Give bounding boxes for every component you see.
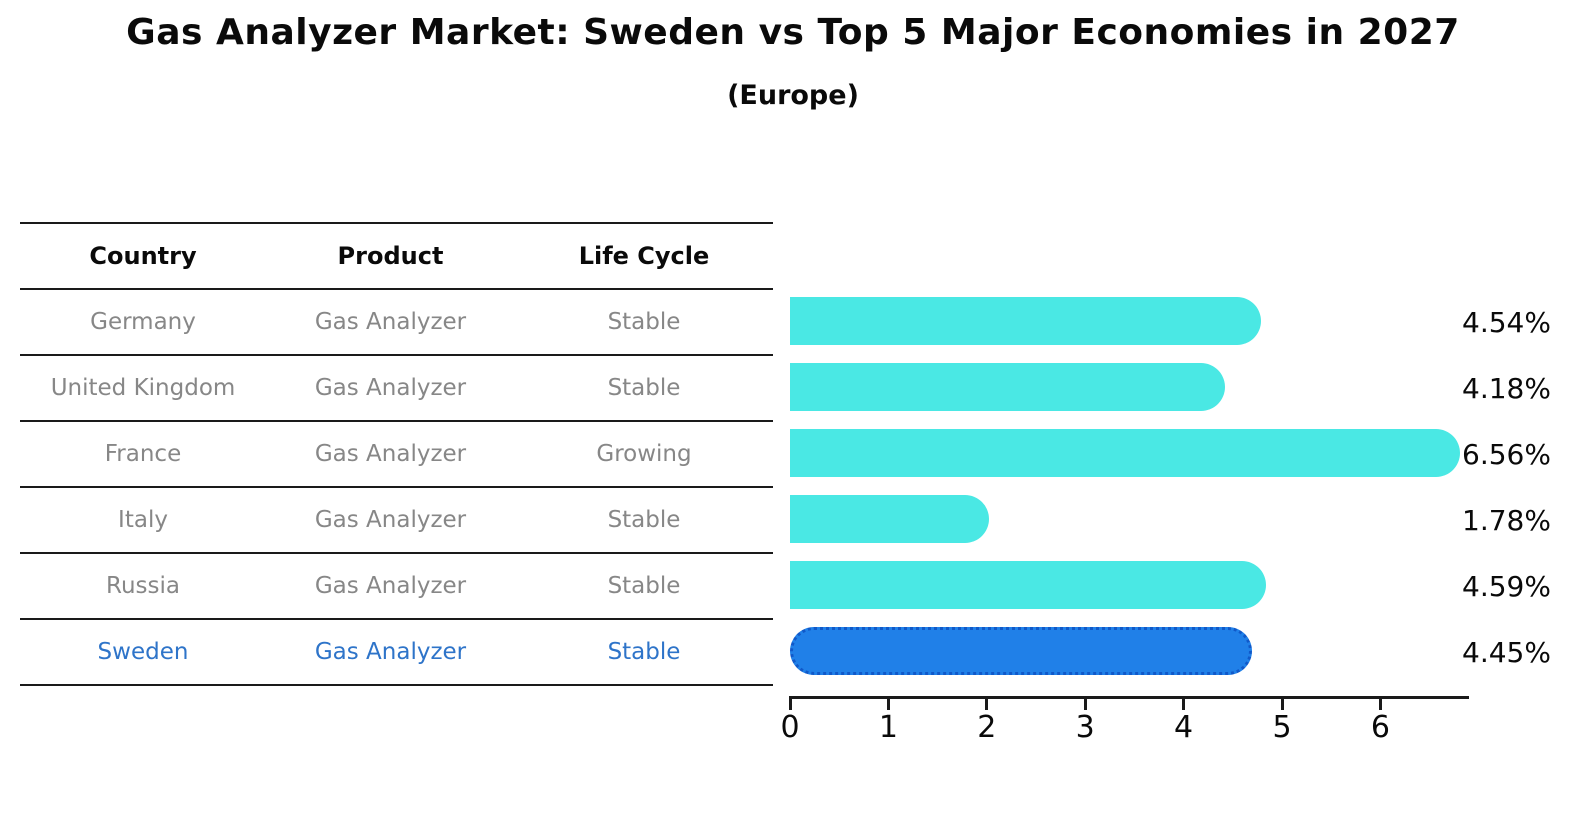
cell-country: Sweden (97, 639, 189, 665)
bar-russia (790, 561, 1266, 609)
column-header-country: Country (89, 242, 197, 270)
cell-product: Gas Analyzer (314, 507, 467, 533)
x-tick (1378, 699, 1382, 710)
column-header-product: Product (337, 242, 444, 270)
value-label-russia: 4.59% (1462, 570, 1551, 603)
cell-product: Gas Analyzer (314, 639, 467, 665)
cell-life-cycle: Stable (607, 309, 681, 335)
bar-sweden (790, 627, 1252, 675)
value-label-france: 6.56% (1462, 438, 1551, 471)
x-axis-line (789, 696, 1469, 699)
cell-country: France (104, 441, 182, 467)
cell-product: Gas Analyzer (314, 309, 467, 335)
x-tick-label: 6 (1370, 710, 1390, 745)
page-subtitle: (Europe) (727, 80, 859, 111)
cell-country: Germany (90, 309, 196, 335)
table-row-highlighted: Sweden Gas Analyzer Stable (20, 620, 773, 686)
x-tick-label: 4 (1174, 710, 1194, 745)
x-tick-label: 2 (977, 710, 997, 745)
x-tick-label: 0 (780, 710, 800, 745)
x-tick (1083, 699, 1087, 710)
value-label-sweden: 4.45% (1462, 636, 1551, 669)
bar-united-kingdom (790, 363, 1226, 411)
cell-product: Gas Analyzer (314, 375, 467, 401)
x-tick (788, 699, 792, 710)
x-tick-label: 3 (1075, 710, 1095, 745)
table-row: Italy Gas Analyzer Stable (20, 488, 773, 554)
table-header-row: Country Product Life Cycle (20, 224, 773, 290)
x-tick (985, 699, 989, 710)
table-row: France Gas Analyzer Growing (20, 422, 773, 488)
value-label-italy: 1.78% (1462, 504, 1551, 537)
country-table: Country Product Life Cycle Germany Gas A… (20, 222, 773, 686)
value-label-united-kingdom: 4.18% (1462, 372, 1551, 405)
x-tick-label: 1 (878, 710, 898, 745)
x-tick (1182, 699, 1186, 710)
x-tick (886, 699, 890, 710)
bar-france (790, 429, 1460, 477)
x-tick-label: 5 (1272, 710, 1292, 745)
cell-country: Italy (118, 507, 168, 533)
value-label-germany: 4.54% (1462, 306, 1551, 339)
cell-country: United Kingdom (50, 375, 236, 401)
page-title: Gas Analyzer Market: Sweden vs Top 5 Maj… (126, 12, 1460, 53)
table-row: Germany Gas Analyzer Stable (20, 290, 773, 356)
cell-life-cycle: Stable (607, 639, 681, 665)
cell-life-cycle: Growing (596, 441, 692, 467)
cell-life-cycle: Stable (607, 507, 681, 533)
cell-country: Russia (106, 573, 180, 599)
cell-product: Gas Analyzer (314, 573, 467, 599)
table-row: Russia Gas Analyzer Stable (20, 554, 773, 620)
bar-germany (790, 297, 1261, 345)
cell-life-cycle: Stable (607, 375, 681, 401)
x-tick (1280, 699, 1284, 710)
cell-product: Gas Analyzer (314, 441, 467, 467)
bar-italy (790, 495, 990, 543)
table-row: United Kingdom Gas Analyzer Stable (20, 356, 773, 422)
cell-life-cycle: Stable (607, 573, 681, 599)
column-header-life-cycle: Life Cycle (578, 242, 710, 270)
